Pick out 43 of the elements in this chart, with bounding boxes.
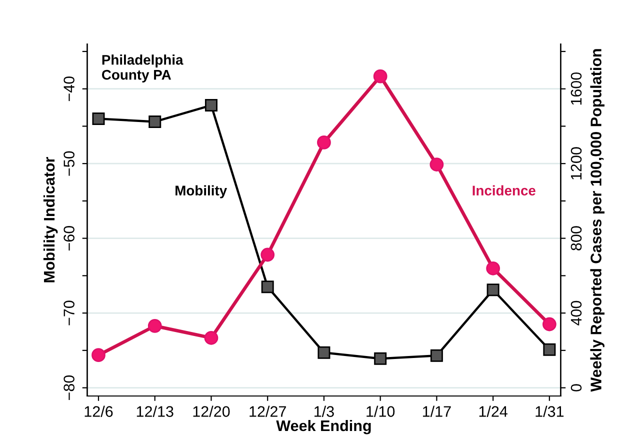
point: [92, 348, 106, 362]
x-tick-label: 1/17: [422, 406, 451, 417]
y-axis-title: Mobility Indicator: [43, 156, 58, 282]
x-tick-label: 1/3: [314, 406, 334, 417]
annotation: Philadelphia County PA: [102, 54, 184, 82]
point: [204, 99, 218, 112]
y-tick-label: −50: [64, 151, 74, 176]
y-tick-label: −80: [64, 375, 74, 400]
x-tick-label: 12/27: [250, 406, 286, 417]
x-tick-label: 1/24: [479, 406, 508, 417]
y2-axis-title: Weekly Reported Cases per 100,000 Population: [590, 49, 604, 392]
point: [148, 318, 162, 333]
point: [374, 352, 387, 365]
point: [204, 330, 218, 345]
x-tick-label: 12/6: [84, 406, 113, 417]
point: [542, 317, 556, 332]
x-tick-label: 1/10: [366, 406, 395, 417]
point: [92, 112, 105, 125]
x-tick-label: 1/31: [536, 406, 564, 417]
point: [261, 280, 274, 294]
series-label: Incidence: [472, 185, 536, 196]
point: [486, 284, 500, 296]
y2-tick-label: 0: [570, 384, 582, 392]
x-axis-title: Week Ending: [276, 420, 371, 434]
point: [148, 115, 162, 128]
y2-tick-label: 1200: [570, 147, 582, 180]
point: [543, 343, 556, 356]
point: [430, 158, 444, 172]
y-tick-label: −40: [64, 76, 74, 102]
point: [260, 248, 275, 262]
x-tick-label: 12/20: [193, 406, 230, 417]
point: [486, 261, 500, 276]
y2-tick-label: 1600: [570, 72, 582, 105]
point: [318, 346, 330, 359]
y-tick-label: −60: [64, 226, 74, 251]
series-label: Mobility: [176, 185, 228, 198]
point: [373, 69, 388, 84]
point: [430, 349, 443, 362]
point: [317, 136, 331, 150]
y2-tick-label: 800: [570, 226, 582, 250]
y2-tick-label: 400: [570, 300, 582, 326]
y-tick-label: −70: [64, 300, 74, 326]
x-tick-label: 12/13: [136, 406, 174, 417]
